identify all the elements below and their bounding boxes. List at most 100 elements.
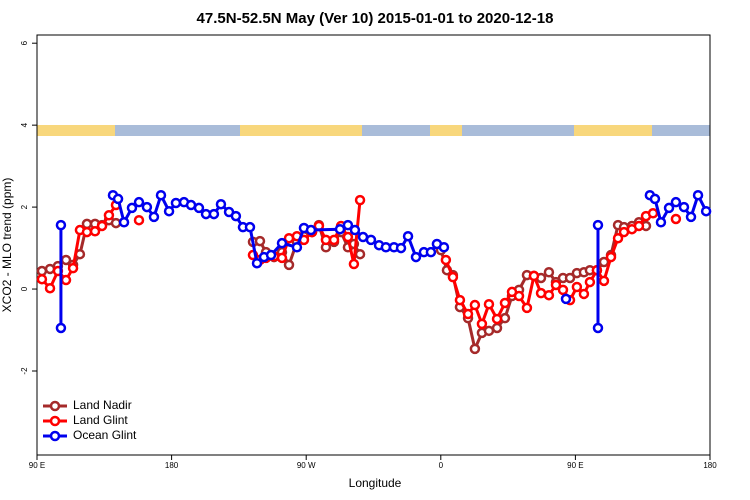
data-point [528,270,540,282]
ocean-band [115,125,240,136]
legend-marker [49,430,61,442]
data-point [208,208,220,220]
data-point [469,343,481,355]
ocean-band [652,125,710,136]
data-point [291,242,303,253]
y-tick-label: 6 [20,40,29,45]
data-point [670,196,682,208]
plot-frame [36,34,711,456]
y-axis-label: XCO2 - MLO trend (ppm) [0,178,14,313]
data-point [647,207,659,219]
data-point [491,322,503,334]
y-tick-label: 0 [20,286,29,291]
data-point [543,289,555,301]
data-point [521,302,533,314]
data-point [55,219,67,231]
data-point [692,189,704,201]
data-point [700,205,712,217]
x-tick-label: 90 E [567,461,583,470]
data-point [564,272,576,284]
data-point [499,297,511,309]
data-point [483,298,495,310]
data-point [571,281,583,293]
data-point [244,221,256,233]
data-point [276,252,288,264]
data-point [354,248,366,260]
data-point [469,299,481,311]
legend-label: Ocean Glint [73,428,137,442]
data-point [110,217,122,229]
data-point [380,242,392,253]
data-point [605,251,617,263]
data-point [36,265,48,277]
x-tick-label: 90 E [29,461,45,470]
data-point [663,202,675,214]
data-point [454,294,466,306]
data-point [55,322,67,334]
data-point [230,210,242,222]
data-point [550,279,562,291]
x-tick-label: 0 [439,461,444,470]
data-point [483,325,495,337]
data-point [342,231,354,243]
data-point [89,226,101,237]
data-point [685,211,697,223]
data-point [584,276,596,288]
data-point [67,262,79,274]
data-point [438,242,450,253]
data-point [598,275,610,287]
data-point [334,223,346,235]
data-point [44,282,56,294]
data-point [670,213,682,225]
data-point [103,210,115,221]
data-point [81,226,93,238]
data-point [578,288,590,300]
data-point [612,232,624,244]
data-point [592,322,604,334]
data-point [155,189,167,201]
data-point [74,248,86,260]
data-point [476,318,488,330]
data-point [447,271,459,283]
data-point [283,259,295,271]
data-point [265,249,277,261]
data-point [557,284,569,296]
data-point [592,219,604,231]
data-point [491,313,503,325]
data-point [163,205,175,217]
data-point [655,217,667,228]
legend-marker [49,400,61,412]
data-point [133,196,145,208]
data-point [598,256,610,268]
x-tick-label: 180 [165,461,179,470]
data-point [215,198,227,210]
data-point [348,258,360,270]
y-tick-label: 2 [20,204,29,209]
data-point [349,224,361,236]
data-point [402,230,414,242]
y-tick-label: 4 [20,122,29,127]
data-point [148,211,160,223]
data-point [354,194,366,206]
data-point [81,218,93,230]
x-tick-label: 180 [703,461,717,470]
data-point [342,219,354,231]
data-point [425,246,437,258]
data-point [395,242,407,254]
data-point [170,197,182,209]
data-point [678,201,690,213]
data-point [118,217,130,228]
data-point [440,254,452,266]
data-point [36,273,48,285]
data-point [112,193,124,205]
data-point [96,220,108,232]
data-point [251,257,263,269]
x-axis-label: Longitude [349,476,402,490]
y-tick-label: -2 [20,367,29,375]
data-point [365,234,377,246]
ocean-band [362,125,430,136]
legend-marker [49,415,61,427]
